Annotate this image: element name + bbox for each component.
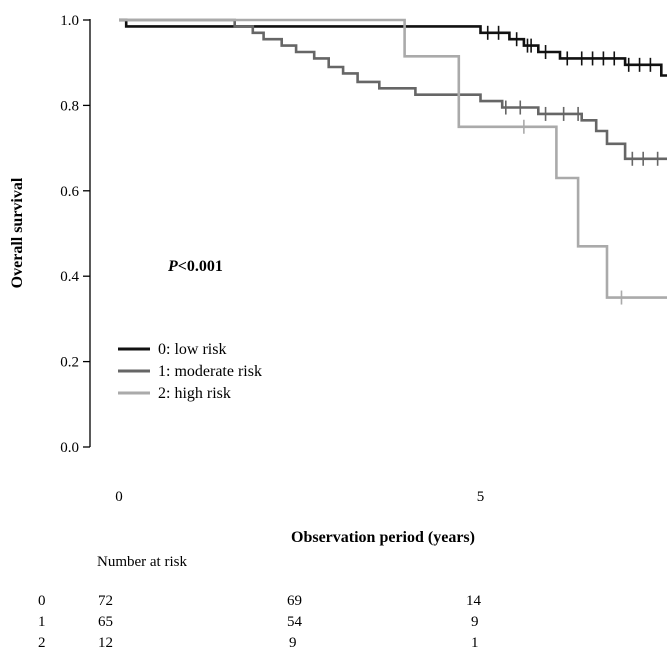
- p-value-annotation: P<0.001: [167, 258, 223, 275]
- risk-table: Number at risk 0 72 69 14 1 65 54 9 2 12…: [38, 554, 482, 651]
- y-tick-label: 0.6: [60, 184, 79, 200]
- x-ticks: 0510: [115, 489, 485, 505]
- risk-cell-2-0: 12: [98, 635, 113, 651]
- p-symbol: P: [167, 258, 178, 275]
- risk-cell-1-2: 9: [471, 614, 479, 630]
- y-tick-label: 0.2: [60, 355, 79, 371]
- risk-cell-0-2: 14: [466, 593, 482, 609]
- legend-label-low-risk: 0: low risk: [158, 341, 226, 358]
- survival-curve-low-risk: [119, 18, 667, 77]
- risk-cell-0-1: 69: [287, 593, 302, 609]
- legend-label-high-risk: 2: high risk: [158, 385, 231, 402]
- risk-cell-1-1: 54: [287, 614, 303, 630]
- y-axis-title: Overall survival: [9, 177, 26, 288]
- risk-table-title: Number at risk: [97, 554, 187, 570]
- y-tick-label: 1.0: [60, 13, 79, 29]
- risk-cell-2-2: 1: [471, 635, 479, 651]
- risk-group-label-1: 1: [38, 614, 46, 630]
- series-group: [119, 18, 667, 305]
- legend-label-moderate-risk: 1: moderate risk: [158, 363, 262, 380]
- risk-group-label-0: 0: [38, 593, 46, 609]
- risk-group-label-2: 2: [38, 635, 46, 651]
- x-tick-label: 0: [115, 489, 123, 505]
- survival-curve-moderate-risk: [119, 18, 667, 161]
- y-tick-label: 0.4: [60, 269, 79, 285]
- risk-cell-0-0: 72: [98, 593, 113, 609]
- risk-cell-1-0: 65: [98, 614, 113, 630]
- legend: 0: low risk 1: moderate risk 2: high ris…: [118, 341, 262, 402]
- y-ticks: 0.0 0.2 0.4 0.6 0.8 1.0: [60, 13, 90, 456]
- y-tick-label: 0.8: [60, 98, 79, 114]
- p-value: <0.001: [178, 258, 223, 275]
- x-tick-label: 5: [477, 489, 485, 505]
- y-tick-label: 0.0: [60, 440, 79, 456]
- survival-curve-high-risk: [119, 18, 667, 299]
- risk-cell-2-1: 9: [289, 635, 297, 651]
- x-axis-title: Observation period (years): [291, 529, 475, 546]
